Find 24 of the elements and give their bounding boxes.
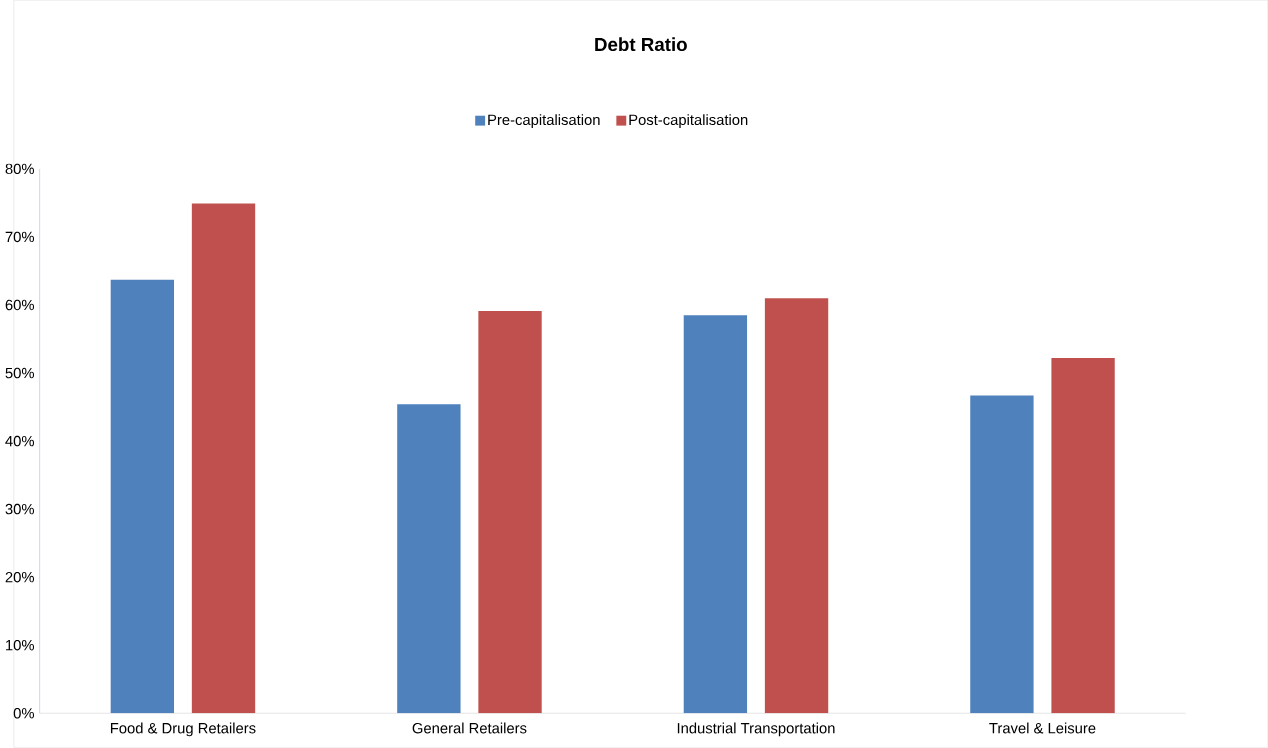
legend-label: Post-capitalisation: [629, 114, 748, 129]
x-tick-label: General Retailers: [412, 722, 527, 734]
bar: [970, 395, 1034, 714]
y-tick-label: 20%: [5, 572, 35, 583]
bar: [478, 311, 542, 714]
y-tick-label: 70%: [5, 231, 35, 243]
y-tick-label: 30%: [5, 504, 35, 515]
x-tick-label: Food & Drug Retailers: [110, 722, 256, 737]
y-tick-label: 40%: [5, 435, 35, 447]
y-tick-label: 50%: [5, 367, 35, 379]
bar: [764, 298, 829, 714]
bar: [397, 404, 461, 714]
y-tick-label: 10%: [6, 640, 35, 651]
y-tick-label: 60%: [5, 299, 35, 311]
bar: [110, 279, 175, 714]
chart-title: Debt Ratio: [595, 37, 687, 52]
y-tick-label: 0%: [13, 708, 35, 719]
x-tick-label: Industrial Transportation: [677, 722, 835, 737]
legend-label: Pre-capitalisation: [488, 114, 600, 129]
bar: [1051, 358, 1115, 714]
x-tick-label: Travel & Leisure: [989, 722, 1096, 734]
y-tick-label: 80%: [5, 163, 35, 175]
bar: [683, 315, 748, 714]
bar: [191, 203, 256, 714]
